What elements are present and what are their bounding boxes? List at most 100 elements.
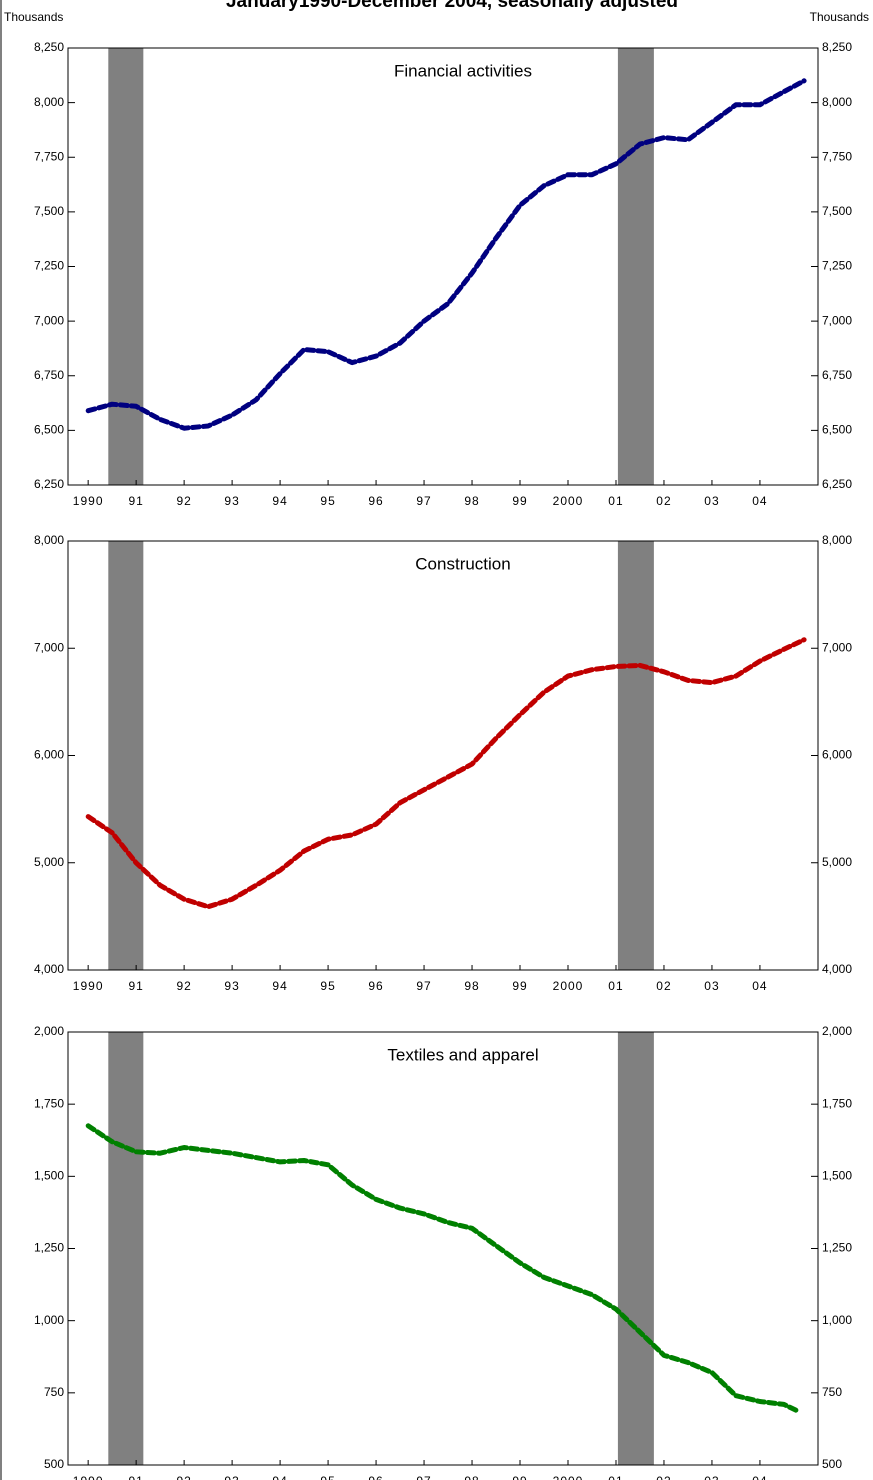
x-tick-label: 02 — [656, 1474, 671, 1480]
panel-title: Textiles and apparel — [387, 1045, 538, 1064]
x-tick-label: 98 — [464, 494, 479, 508]
x-tick-label: 2000 — [553, 1474, 584, 1480]
y-tick-label: 8,000 — [34, 95, 64, 109]
y-tick-label: 6,500 — [34, 423, 64, 437]
x-tick-label: 92 — [176, 494, 191, 508]
y2-tick-label: 1,250 — [822, 1241, 852, 1255]
x-tick-label: 93 — [224, 494, 239, 508]
recession-shade — [108, 1032, 144, 1465]
recession-shade — [108, 48, 144, 485]
panel-title: Financial activities — [394, 61, 532, 80]
y-tick-label: 5,000 — [34, 855, 64, 869]
x-tick-label: 94 — [272, 1474, 287, 1480]
x-tick-label: 95 — [320, 979, 335, 993]
x-tick-label: 01 — [608, 1474, 623, 1480]
y2-tick-label: 7,250 — [822, 259, 852, 273]
recession-shade — [617, 1032, 654, 1465]
x-tick-label: 02 — [656, 494, 671, 508]
x-tick-label: 91 — [128, 1474, 143, 1480]
x-tick-label: 1990 — [73, 979, 104, 993]
y2-tick-label: 1,750 — [822, 1096, 852, 1110]
x-tick-label: 95 — [320, 1474, 335, 1480]
y-tick-label: 750 — [44, 1385, 64, 1399]
main-title: January1990-December 2004, seasonally ad… — [226, 0, 678, 12]
x-tick-label: 97 — [416, 494, 431, 508]
x-tick-label: 96 — [368, 1474, 383, 1480]
x-tick-label: 99 — [512, 1474, 527, 1480]
y-tick-label: 7,500 — [34, 204, 64, 218]
x-tick-label: 92 — [176, 979, 191, 993]
x-tick-label: 98 — [464, 979, 479, 993]
panel-title: Construction — [415, 554, 510, 573]
y2-tick-label: 7,000 — [822, 313, 852, 327]
x-tick-label: 1990 — [73, 494, 104, 508]
y2-tick-label: 500 — [822, 1457, 842, 1471]
x-tick-label: 92 — [176, 1474, 191, 1480]
y2-tick-label: 5,000 — [822, 855, 852, 869]
x-tick-label: 97 — [416, 1474, 431, 1480]
x-tick-label: 99 — [512, 494, 527, 508]
x-tick-label: 02 — [656, 979, 671, 993]
y-tick-label: 4,000 — [34, 962, 64, 976]
recession-shade — [108, 541, 144, 970]
y-tick-label: 8,250 — [34, 40, 64, 54]
y2-tick-label: 8,250 — [822, 40, 852, 54]
y2-tick-label: 4,000 — [822, 962, 852, 976]
y-tick-label: 7,000 — [34, 313, 64, 327]
x-tick-label: 2000 — [553, 494, 584, 508]
y2-tick-label: 750 — [822, 1385, 842, 1399]
y2-tick-label: 6,000 — [822, 748, 852, 762]
y-tick-label: 6,250 — [34, 477, 64, 491]
y-tick-label: 8,000 — [34, 533, 64, 547]
y2-tick-label: 7,000 — [822, 640, 852, 654]
x-tick-label: 91 — [128, 494, 143, 508]
x-tick-label: 94 — [272, 494, 287, 508]
y-tick-label: 7,750 — [34, 149, 64, 163]
x-tick-label: 03 — [704, 1474, 719, 1480]
y2-tick-label: 6,250 — [822, 477, 852, 491]
y-tick-label: 2,000 — [34, 1024, 64, 1038]
x-tick-label: 91 — [128, 979, 143, 993]
data-line — [85, 637, 807, 910]
y-tick-label: 7,250 — [34, 259, 64, 273]
y2-tick-label: 2,000 — [822, 1024, 852, 1038]
x-tick-label: 04 — [752, 979, 767, 993]
recession-shade — [617, 48, 654, 485]
y-tick-label: 1,500 — [34, 1169, 64, 1183]
y-tick-label: 6,750 — [34, 368, 64, 382]
y2-tick-label: 6,500 — [822, 423, 852, 437]
x-tick-label: 93 — [224, 1474, 239, 1480]
x-tick-label: 04 — [752, 494, 767, 508]
x-tick-label: 99 — [512, 979, 527, 993]
x-tick-label: 04 — [752, 1474, 767, 1480]
x-tick-label: 93 — [224, 979, 239, 993]
x-tick-label: 03 — [704, 494, 719, 508]
y-axis-label: Thousands — [4, 10, 63, 24]
x-tick-label: 96 — [368, 494, 383, 508]
x-tick-label: 1990 — [73, 1474, 104, 1480]
y2-tick-label: 7,500 — [822, 204, 852, 218]
y-tick-label: 6,000 — [34, 748, 64, 762]
x-tick-label: 94 — [272, 979, 287, 993]
data-line — [85, 78, 807, 431]
y2-tick-label: 8,000 — [822, 95, 852, 109]
y2-tick-label: 1,000 — [822, 1313, 852, 1327]
y-tick-label: 1,750 — [34, 1096, 64, 1110]
y2-tick-label: 7,750 — [822, 149, 852, 163]
y-tick-label: 1,250 — [34, 1241, 64, 1255]
y2-axis-label: Thousands — [810, 10, 869, 24]
x-tick-label: 01 — [608, 979, 623, 993]
x-tick-label: 95 — [320, 494, 335, 508]
x-tick-label: 2000 — [553, 979, 584, 993]
x-tick-label: 97 — [416, 979, 431, 993]
y2-tick-label: 8,000 — [822, 533, 852, 547]
y-tick-label: 7,000 — [34, 640, 64, 654]
x-tick-label: 96 — [368, 979, 383, 993]
y-tick-label: 1,000 — [34, 1313, 64, 1327]
y2-tick-label: 1,500 — [822, 1169, 852, 1183]
x-tick-label: 03 — [704, 979, 719, 993]
x-tick-label: 98 — [464, 1474, 479, 1480]
